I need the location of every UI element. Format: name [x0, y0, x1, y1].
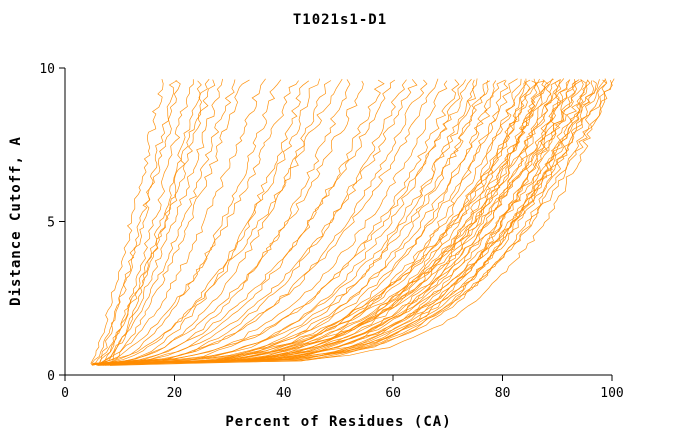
x-tick-label: 60 [385, 386, 401, 401]
x-tick-label: 100 [600, 386, 623, 401]
y-tick-label: 0 [47, 369, 55, 384]
chart-title: T1021s1-D1 [292, 12, 388, 28]
y-tick-label: 10 [39, 62, 55, 77]
x-tick-label: 0 [61, 386, 69, 401]
x-axis-label: Percent of Residues (CA) [225, 414, 452, 430]
x-tick-label: 80 [495, 386, 511, 401]
x-tick-label: 40 [276, 386, 292, 401]
y-tick-label: 5 [47, 216, 55, 231]
x-tick-label: 20 [167, 386, 183, 401]
